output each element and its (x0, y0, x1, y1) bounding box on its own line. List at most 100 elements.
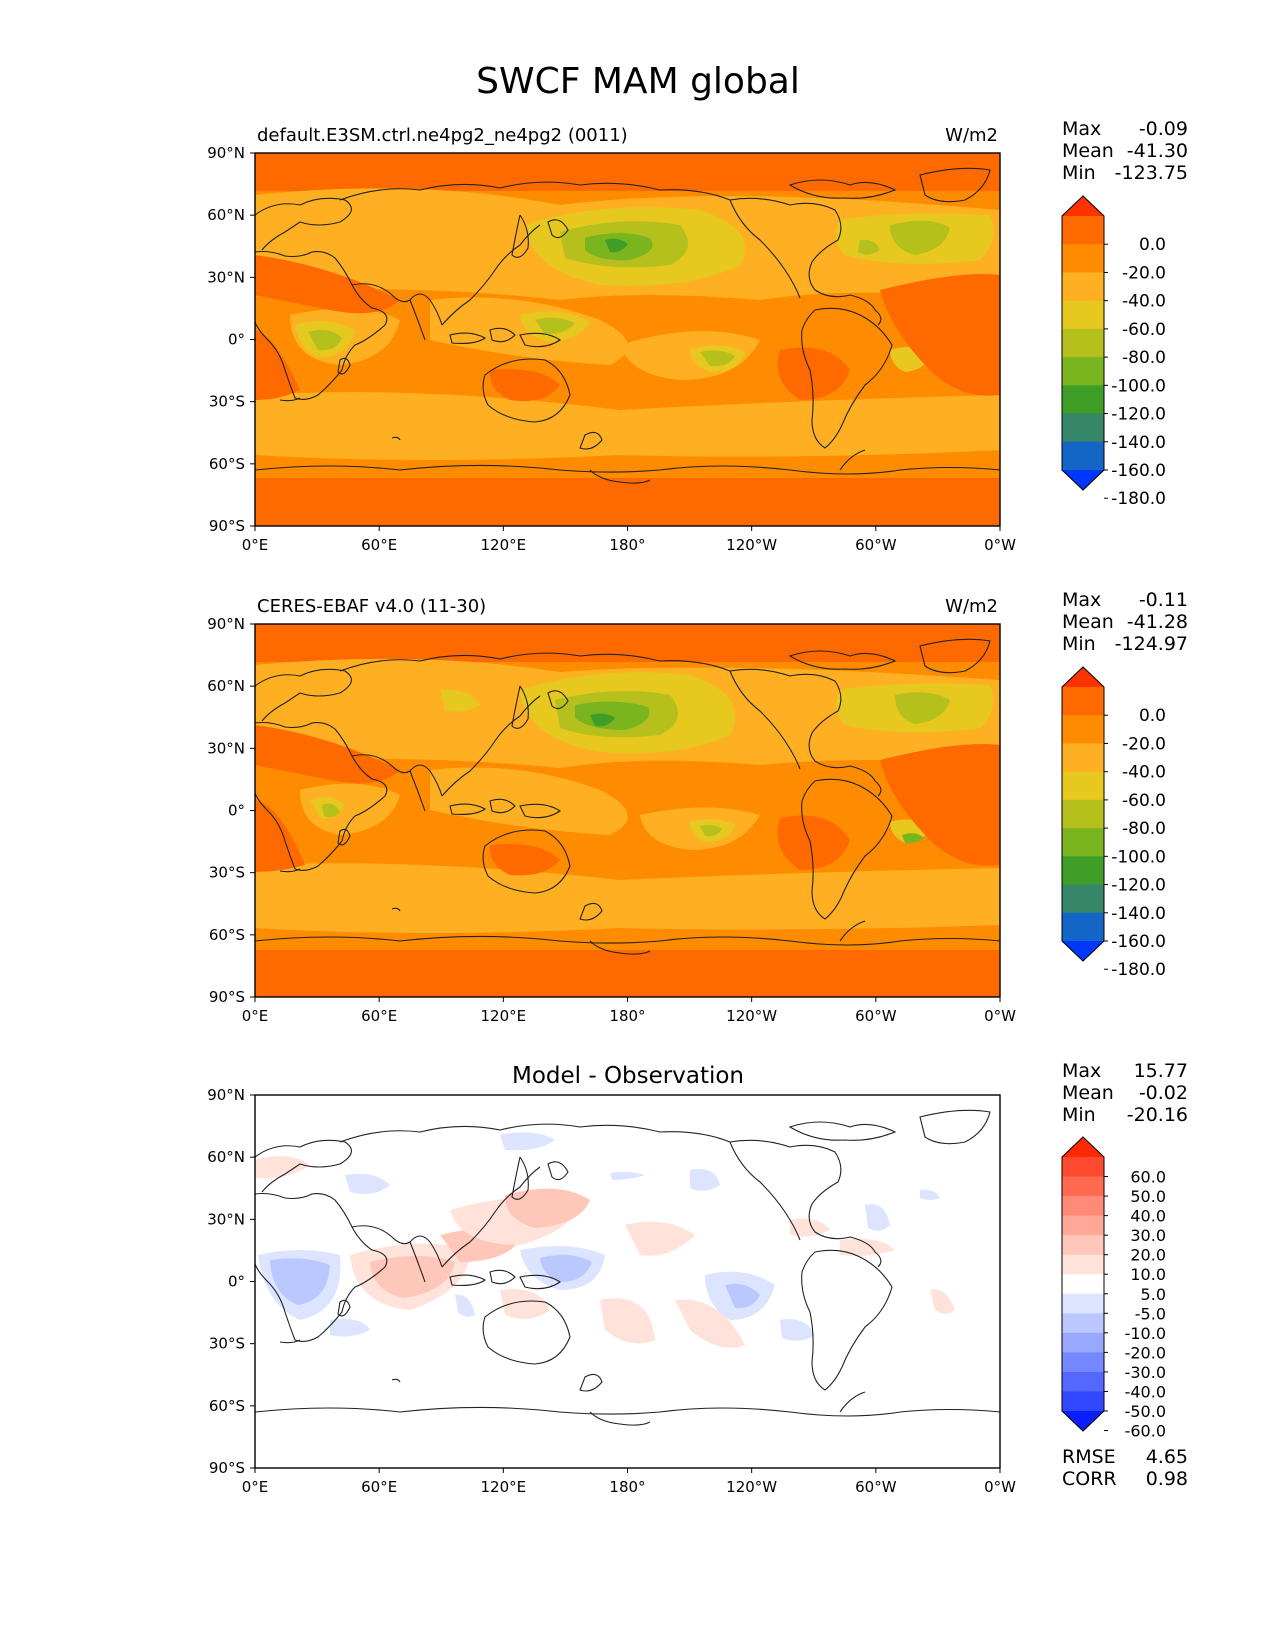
colorbar-tick-label: 10.0 (1130, 1265, 1166, 1284)
rmse-label: RMSE (1062, 1446, 1116, 1468)
colorbar-segment (1062, 1274, 1104, 1295)
map-obs-field (255, 624, 1000, 997)
colorbar-extend-top (1062, 196, 1104, 216)
colorbar-segment (1062, 1157, 1104, 1178)
stat-min-value: -124.97 (1115, 633, 1188, 655)
y-axis-diff: 90°N 60°N 30°N 0° 30°S 60°S 90°S (207, 1086, 255, 1477)
x-tick-label: 0°W (984, 1007, 1016, 1025)
colorbar-segment (1062, 771, 1104, 801)
colorbar-segment (1062, 216, 1104, 245)
stat-mean-value: -41.30 (1127, 140, 1188, 162)
panel-obs: CERES-EBAF v4.0 (11-30) W/m2 (207, 589, 1188, 1025)
y-tick-label: 0° (228, 802, 245, 820)
x-tick-label: 0°E (242, 1007, 269, 1025)
colorbar-tick-label: -30.0 (1125, 1363, 1166, 1382)
colorbar-segment (1062, 413, 1104, 443)
colorbar-segment (1062, 1352, 1104, 1373)
colorbar-tick-label: 0.0 (1139, 235, 1166, 255)
panel-diff: Model - Observation (207, 1060, 1188, 1496)
panel-obs-title: CERES-EBAF v4.0 (11-30) (257, 596, 486, 617)
colorbar-tick-label: 30.0 (1130, 1226, 1166, 1245)
x-tick-label: 0°E (242, 1478, 269, 1496)
stat-max-label: Max (1062, 589, 1101, 611)
colorbar-segment (1062, 1254, 1104, 1275)
x-tick-label: 180° (609, 1007, 645, 1025)
colorbar-segment (1062, 385, 1104, 415)
colorbar-segment (1062, 300, 1104, 330)
colorbar-tick-label: -60.0 (1122, 791, 1166, 811)
stat-mean-label: Mean (1062, 140, 1114, 162)
colorbar-extend-bottom (1062, 470, 1104, 490)
y-tick-label: 90°N (207, 1086, 245, 1104)
colorbar-segment (1062, 856, 1104, 886)
x-tick-label: 180° (609, 536, 645, 554)
colorbar-tick-label: -120.0 (1111, 405, 1166, 425)
y-tick-label: 30°N (207, 268, 245, 286)
y-axis-obs: 90°N 60°N 30°N 0° 30°S 60°S 90°S (207, 615, 255, 1006)
y-tick-label: 30°S (209, 864, 245, 882)
colorbar-segment (1062, 1332, 1104, 1353)
colorbar-tick-label: -140.0 (1111, 433, 1166, 453)
colorbar-segment (1062, 1235, 1104, 1256)
map-model-field (255, 153, 1000, 526)
stat-min-label: Min (1062, 633, 1096, 655)
y-tick-label: 60°N (207, 1148, 245, 1166)
y-axis-model: 90°N 60°N 30°N 0° 30°S 60°S 90°S (207, 144, 255, 535)
stat-min-label: Min (1062, 1104, 1096, 1126)
colorbar-extend-top (1062, 667, 1104, 687)
colorbar-tick-label: -140.0 (1111, 904, 1166, 924)
colorbar-segment (1062, 1196, 1104, 1217)
x-axis-model: 0°E 60°E 120°E 180° 120°W 60°W 0°W (242, 526, 1016, 554)
x-axis-obs: 0°E 60°E 120°E 180° 120°W 60°W 0°W (242, 997, 1016, 1025)
colorbar-tick-label: -100.0 (1111, 376, 1166, 396)
colorbar-tick-label: 50.0 (1130, 1187, 1166, 1206)
x-axis-diff: 0°E 60°E 120°E 180° 120°W 60°W 0°W (242, 1468, 1016, 1496)
x-tick-label: 60°W (855, 1478, 897, 1496)
colorbar-tick-label: -10.0 (1125, 1324, 1166, 1343)
y-tick-label: 90°S (209, 517, 245, 535)
colorbar-segment (1062, 1313, 1104, 1334)
colorbar-tick-label: -160.0 (1111, 461, 1166, 481)
colorbar-tick-label: -20.0 (1122, 734, 1166, 754)
colorbar-tick-label: 60.0 (1130, 1168, 1166, 1187)
colorbar-tick-label: -50.0 (1125, 1402, 1166, 1421)
colorbar-tick-label: -40.0 (1125, 1382, 1166, 1401)
colorbar-tick-label: -180.0 (1111, 489, 1166, 509)
y-tick-label: 90°N (207, 615, 245, 633)
colorbar-model: 0.0 -20.0 -40.0 -60.0 -80.0 -100.0 -120.0 -140.… (1061, 195, 1166, 509)
y-tick-label: 0° (228, 331, 245, 349)
panel-obs-units: W/m2 (945, 596, 998, 617)
x-tick-label: 60°E (361, 1478, 397, 1496)
rmse-value: 4.65 (1146, 1446, 1188, 1468)
y-tick-label: 60°N (207, 677, 245, 695)
colorbar-tick-label: -5.0 (1135, 1304, 1166, 1323)
colorbar-segment (1062, 441, 1104, 471)
stat-mean-label: Mean (1062, 1082, 1114, 1104)
x-tick-label: 120°E (481, 1007, 527, 1025)
x-tick-label: 120°W (726, 536, 777, 554)
colorbar-tick-label: -160.0 (1111, 932, 1166, 952)
colorbar-segment (1062, 1293, 1104, 1314)
colorbar-segment (1062, 799, 1104, 829)
colorbar-tick-label: -80.0 (1122, 348, 1166, 368)
x-tick-label: 120°E (481, 1478, 527, 1496)
colorbar-diff: 60.050.040.030.020.010.05.0-5.0-10.0-20.… (1061, 1136, 1166, 1441)
x-tick-label: 120°E (481, 536, 527, 554)
colorbar-tick-label: -80.0 (1122, 819, 1166, 839)
y-tick-label: 60°S (209, 926, 245, 944)
y-tick-label: 90°S (209, 988, 245, 1006)
colorbar-tick-label: -20.0 (1122, 263, 1166, 283)
x-tick-label: 60°E (361, 1007, 397, 1025)
stat-max-value: 15.77 (1134, 1060, 1188, 1082)
x-tick-label: 0°E (242, 536, 269, 554)
y-tick-label: 90°N (207, 144, 245, 162)
colorbar-tick-label: -100.0 (1111, 847, 1166, 867)
colorbar-segment (1062, 272, 1104, 302)
stat-max-label: Max (1062, 1060, 1101, 1082)
y-tick-label: 30°S (209, 393, 245, 411)
y-tick-label: 0° (228, 1273, 245, 1291)
x-tick-label: 60°E (361, 536, 397, 554)
x-tick-label: 0°W (984, 1478, 1016, 1496)
y-tick-label: 30°N (207, 739, 245, 757)
